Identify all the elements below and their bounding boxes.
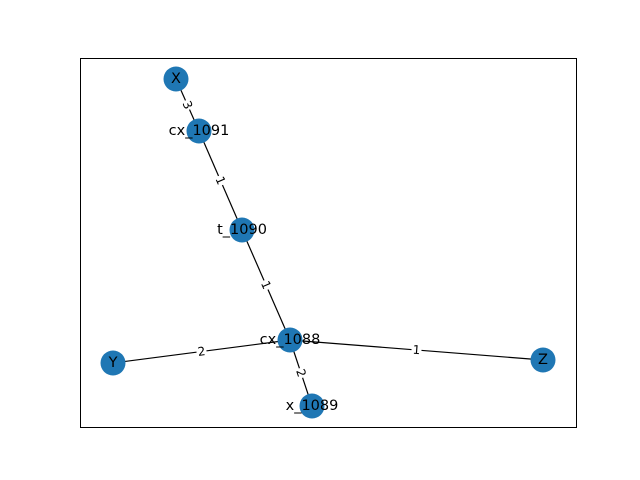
node-t_1090 (229, 217, 255, 243)
edge-label-cx_1088-x_1089: 2 (293, 367, 309, 379)
edge-label-cx_1088-Y: 2 (197, 344, 206, 359)
node-x_1089 (299, 393, 325, 419)
node-label-x_1089: x_1089 (286, 398, 339, 414)
edge-label-bg (195, 343, 208, 360)
edge-label-cx_1088-Z: 1 (412, 343, 421, 358)
node-cx_1088 (277, 327, 303, 353)
node-label-cx_1088: cx_1088 (260, 332, 321, 348)
edge-label-bg (410, 342, 423, 358)
edge-label-bg (257, 277, 275, 293)
node-label-Z: Z (538, 352, 548, 368)
node-label-cx_1091: cx_1091 (169, 123, 230, 139)
node-Y (100, 350, 126, 376)
node-label-t_1090: t_1090 (217, 222, 267, 238)
plot-frame (80, 58, 577, 428)
node-labels-layer: Xcx_1091 t_1090 cx_1088 x_1089 Y Z (108, 71, 548, 414)
edge-label-bg (292, 366, 310, 380)
edge-label-bg (212, 173, 229, 188)
node-label-Y: Y (108, 355, 118, 371)
node-X (163, 66, 189, 92)
node-label-X: X (171, 71, 181, 87)
edge-label-bg (179, 97, 196, 113)
node-Z (530, 347, 556, 373)
nodes-layer (100, 66, 556, 419)
node-cx_1091 (186, 118, 212, 144)
